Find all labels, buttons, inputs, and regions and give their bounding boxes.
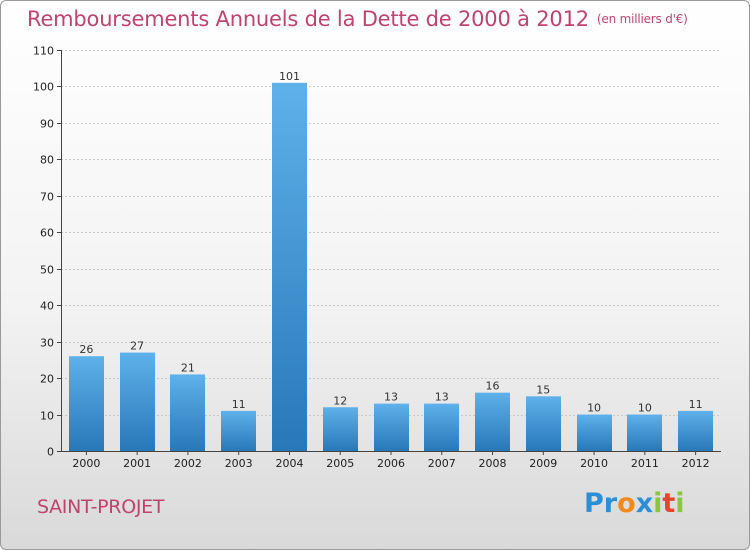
bar-2002 — [170, 374, 205, 451]
x-tick-label: 2000 — [72, 457, 100, 470]
logo-letter: r — [603, 488, 618, 519]
bar-2009 — [526, 396, 561, 451]
y-tick-label: 50 — [40, 264, 54, 277]
x-tick-label: 2003 — [225, 457, 253, 470]
x-tick-label: 2011 — [631, 457, 659, 470]
bar-2006 — [374, 403, 409, 451]
bar-value-label: 27 — [130, 340, 144, 353]
bar-2011 — [627, 414, 662, 451]
x-tick-label: 2001 — [123, 457, 151, 470]
x-tick-label: 2010 — [580, 457, 608, 470]
logo-letter: i — [653, 488, 663, 519]
proxiti-logo: Proxiti — [584, 488, 685, 519]
bar-value-label: 101 — [279, 70, 300, 83]
chart-title-text: Remboursements Annuels de la Dette de 20… — [27, 7, 589, 31]
y-tick-label: 20 — [40, 373, 54, 386]
bar-value-label: 15 — [536, 383, 550, 396]
logo-letter: P — [584, 488, 604, 519]
y-tick-label: 10 — [40, 410, 54, 423]
bar-value-label: 11 — [689, 398, 703, 411]
bar-2010 — [577, 414, 612, 451]
bar-value-label: 13 — [435, 391, 449, 404]
bar-value-label: 26 — [79, 343, 93, 356]
bar-2003 — [221, 410, 256, 451]
x-tick-label: 2008 — [479, 457, 507, 470]
y-tick-label: 90 — [40, 118, 54, 131]
bar-value-label: 11 — [232, 398, 246, 411]
commune-name: SAINT-PROJET — [37, 496, 165, 518]
y-tick-label: 40 — [40, 300, 54, 313]
bar-value-label: 13 — [384, 391, 398, 404]
x-tick-label: 2005 — [326, 457, 354, 470]
bar-2001 — [120, 352, 155, 451]
y-tick-label: 110 — [33, 45, 54, 58]
bar-2012 — [678, 410, 713, 451]
bar-2004 — [272, 82, 307, 452]
bar-2000 — [69, 356, 104, 451]
bar-2005 — [323, 407, 358, 451]
y-tick-label: 0 — [47, 446, 54, 459]
x-tick-label: 2012 — [682, 457, 710, 470]
axes: 0 10 20 30 40 50 60 70 80 90 100 110 2000 2001 2002 200… — [33, 45, 721, 470]
logo-letter: t — [662, 488, 676, 519]
bars: 26 27 21 11 101 12 13 13 16 15 10 10 11 — [69, 70, 713, 452]
chart-title: Remboursements Annuels de la Dette de 20… — [27, 7, 688, 31]
chart-unit-label: (en milliers d'€) — [596, 12, 688, 26]
x-tick-label: 2009 — [529, 457, 557, 470]
logo-letter: i — [675, 488, 685, 519]
y-tick-label: 100 — [33, 81, 54, 94]
bar-value-label: 21 — [181, 361, 195, 374]
logo-letter: x — [635, 488, 654, 519]
y-tick-label: 60 — [40, 227, 54, 240]
x-tick-label: 2002 — [174, 457, 202, 470]
bar-2007 — [424, 403, 459, 451]
y-tick-label: 30 — [40, 337, 54, 350]
bar-value-label: 10 — [587, 402, 601, 415]
y-tick-label: 80 — [40, 154, 54, 167]
x-tick-label: 2007 — [428, 457, 456, 470]
bar-value-label: 16 — [486, 380, 500, 393]
logo-letter: o — [617, 488, 636, 519]
x-tick-label: 2004 — [275, 457, 303, 470]
bar-value-label: 12 — [333, 394, 347, 407]
grid-lines — [61, 50, 721, 416]
y-tick-label: 70 — [40, 191, 54, 204]
bar-value-label: 10 — [638, 402, 652, 415]
x-tick-label: 2006 — [377, 457, 405, 470]
bar-2008 — [475, 392, 510, 451]
